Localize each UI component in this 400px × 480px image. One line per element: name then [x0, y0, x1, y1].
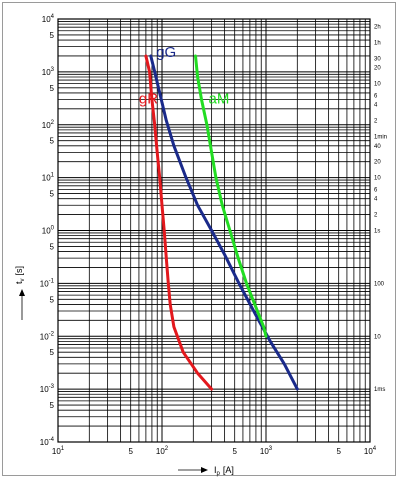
- y-tick-label: 5: [50, 84, 55, 93]
- y-tick-label: 10-2: [40, 331, 55, 341]
- right-axis-label: 1s: [374, 229, 380, 235]
- right-axis-label: 30: [374, 56, 381, 62]
- y-tick-label: 102: [42, 120, 55, 130]
- series-label-gR: gR: [139, 91, 158, 108]
- series-layer: [144, 54, 299, 391]
- tick-layer: 101 5 102 5 103 5 1041045103510251015100510-15…: [40, 14, 387, 456]
- y-tick-label: 5: [50, 295, 55, 304]
- y-tick-label: 100: [42, 226, 55, 236]
- x-tick-label: 5: [336, 447, 341, 456]
- x-axis-arrow-head: [201, 467, 208, 473]
- y-tick-label: 10-4: [40, 437, 55, 447]
- right-axis-label: 1ms: [374, 387, 385, 393]
- series-line-aM: [194, 54, 268, 338]
- series-line-gR: [144, 54, 214, 391]
- x-tick-label: 102: [156, 446, 169, 456]
- y-tick-label: 101: [42, 173, 55, 183]
- y-tick-label: 5: [50, 190, 55, 199]
- y-tick-label: 5: [50, 401, 55, 410]
- y-axis-title: tv[s]: [14, 266, 26, 284]
- y-tick-label: 5: [50, 137, 55, 146]
- x-tick-label: 5: [128, 447, 133, 456]
- right-axis-label: 2: [374, 119, 378, 125]
- x-axis-title: Ip [A]: [214, 465, 234, 477]
- right-axis-label: 4: [374, 103, 378, 109]
- x-tick-label: 5: [232, 447, 237, 456]
- right-axis-label: 1h: [374, 40, 381, 46]
- y-tick-label: 5: [50, 31, 55, 40]
- y-tick-label: 103: [42, 67, 55, 77]
- y-tick-label: 10-1: [40, 278, 55, 288]
- y-tick-label: 5: [50, 242, 55, 251]
- right-axis-label: 4: [374, 197, 378, 203]
- series-label-gG: gG: [156, 44, 176, 61]
- right-axis-label: 6: [374, 187, 378, 193]
- right-axis-label: 40: [374, 144, 381, 150]
- right-axis-label: 100: [374, 281, 385, 287]
- y-tick-label: 5: [50, 348, 55, 357]
- right-axis-label: 20: [374, 66, 381, 72]
- right-axis-label: 2: [374, 213, 378, 219]
- x-tick-label: 101: [52, 446, 65, 456]
- right-axis-label: 2h: [374, 25, 381, 31]
- series-label-aM: aM: [209, 91, 230, 108]
- right-axis-label: 6: [374, 93, 378, 99]
- x-tick-label: 103: [260, 446, 273, 456]
- right-axis-label: 20: [374, 160, 381, 166]
- x-tick-label: 104: [364, 446, 377, 456]
- axis-title-layer: tv[s] Ip [A]: [14, 266, 234, 477]
- y-tick-label: 104: [42, 14, 55, 24]
- right-axis-label: 1min: [374, 134, 387, 140]
- chart-frame: [2, 2, 396, 476]
- label-layer: gR gG aM: [139, 44, 229, 108]
- right-axis-label: 10: [374, 176, 381, 182]
- plot-border: [57, 18, 371, 443]
- right-axis-label: 10: [374, 334, 381, 340]
- series-line-gG: [149, 54, 299, 391]
- y-tick-label: 10-3: [40, 384, 55, 394]
- grid-layer: [57, 18, 371, 443]
- right-axis-label: 10: [374, 82, 381, 88]
- y-axis-arrow-head: [19, 289, 25, 296]
